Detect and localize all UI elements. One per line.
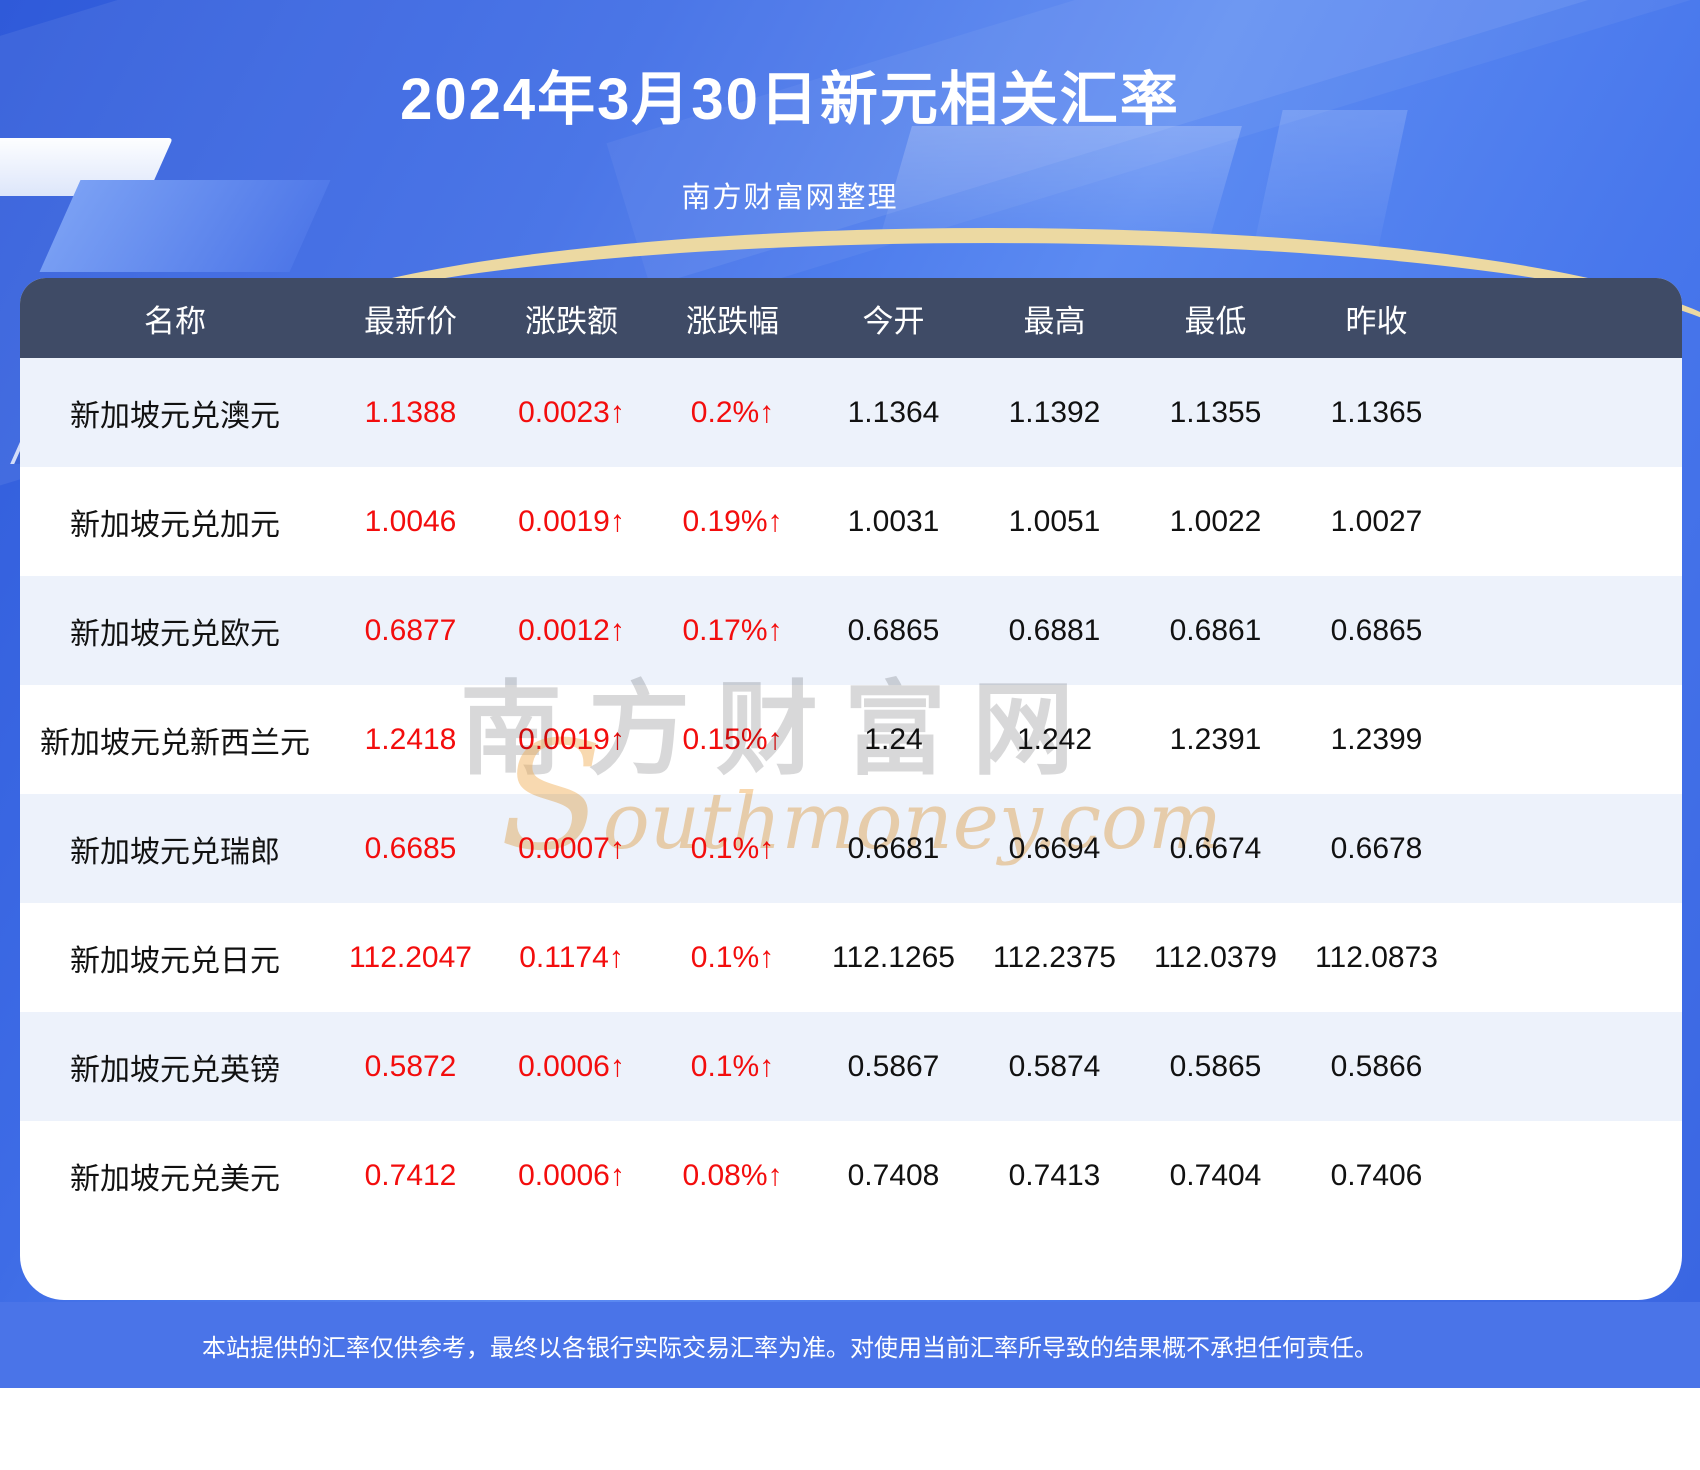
last-price: 0.5872 — [364, 1049, 457, 1083]
table-header-row: 名称 最新价 涨跌额 涨跌幅 今开 最高 最低 昨收 — [20, 278, 1682, 358]
column-header-pct: 涨跌幅 — [686, 303, 779, 339]
column-header-prev: 昨收 — [1345, 303, 1408, 339]
rates-table-card: 名称 最新价 涨跌额 涨跌幅 今开 最高 最低 昨收 新加坡元兑澳元 1.138… — [20, 278, 1682, 1300]
pair-name: 新加坡元兑美元 — [70, 1162, 280, 1196]
column-header-high: 最高 — [1023, 303, 1086, 339]
high-price: 0.5874 — [1008, 1049, 1101, 1083]
prev-close: 0.6865 — [1330, 613, 1423, 647]
prev-close: 0.6678 — [1330, 831, 1423, 865]
page-subtitle: 南方财富网整理 — [681, 182, 899, 214]
low-price: 112.0379 — [1154, 940, 1277, 974]
column-header-low: 最低 — [1184, 303, 1247, 339]
header-section: 2024年3月30日新元相关汇率 南方财富网整理 — [0, 0, 1580, 216]
change-percent: 0.08%↑ — [682, 1158, 783, 1192]
last-price: 0.7412 — [364, 1158, 457, 1192]
high-price: 0.7413 — [1008, 1158, 1101, 1192]
pair-name: 新加坡元兑欧元 — [70, 617, 280, 651]
prev-close: 1.2399 — [1330, 722, 1423, 756]
disclaimer-text: 本站提供的汇率仅供参考，最终以各银行实际交易汇率为准。对使用当前汇率所导致的结果… — [202, 1334, 1378, 1362]
change-amount: 0.1174↑ — [519, 940, 624, 974]
table-row: 新加坡元兑日元 112.2047 0.1174↑ 0.1%↑ 112.1265 … — [20, 903, 1682, 1012]
change-amount: 0.0006↑ — [518, 1049, 625, 1083]
high-price: 1.242 — [1016, 722, 1093, 756]
prev-close: 112.0873 — [1315, 940, 1438, 974]
prev-close: 0.7406 — [1330, 1158, 1423, 1192]
change-amount: 0.0023↑ — [518, 395, 625, 429]
last-price: 1.0046 — [364, 504, 457, 538]
table-row: 新加坡元兑澳元 1.1388 0.0023↑ 0.2%↑ 1.1364 1.13… — [20, 358, 1682, 467]
change-percent: 0.1%↑ — [690, 940, 775, 974]
open-price: 1.24 — [864, 722, 923, 756]
high-price: 112.2375 — [993, 940, 1116, 974]
last-price: 0.6685 — [364, 831, 457, 865]
pair-name: 新加坡元兑加元 — [70, 508, 280, 542]
table-row: 新加坡元兑欧元 0.6877 0.0012↑ 0.17%↑ 0.6865 0.6… — [20, 576, 1682, 685]
column-header-name: 名称 — [144, 303, 206, 339]
prev-close: 0.5866 — [1330, 1049, 1423, 1083]
low-price: 1.0022 — [1169, 504, 1262, 538]
last-price: 1.2418 — [364, 722, 457, 756]
table-row: 新加坡元兑新西兰元 1.2418 0.0019↑ 0.15%↑ 1.24 1.2… — [20, 685, 1682, 794]
low-price: 1.1355 — [1169, 395, 1262, 429]
change-percent: 0.19%↑ — [682, 504, 783, 538]
change-percent: 0.1%↑ — [690, 1049, 775, 1083]
low-price: 0.6674 — [1169, 831, 1262, 865]
change-amount: 0.0012↑ — [518, 613, 625, 647]
open-price: 0.6681 — [847, 831, 940, 865]
pair-name: 新加坡元兑新西兰元 — [40, 726, 310, 760]
last-price: 112.2047 — [349, 940, 472, 974]
table-row: 新加坡元兑瑞郎 0.6685 0.0007↑ 0.1%↑ 0.6681 0.66… — [20, 794, 1682, 903]
last-price: 1.1388 — [364, 395, 457, 429]
pair-name: 新加坡元兑日元 — [70, 944, 280, 978]
change-amount: 0.0019↑ — [518, 504, 625, 538]
change-percent: 0.1%↑ — [690, 831, 775, 865]
table-row: 新加坡元兑加元 1.0046 0.0019↑ 0.19%↑ 1.0031 1.0… — [20, 467, 1682, 576]
table-row: 新加坡元兑美元 0.7412 0.0006↑ 0.08%↑ 0.7408 0.7… — [20, 1121, 1682, 1230]
open-price: 0.5867 — [847, 1049, 940, 1083]
low-price: 1.2391 — [1169, 722, 1262, 756]
low-price: 0.7404 — [1169, 1158, 1262, 1192]
open-price: 1.1364 — [847, 395, 940, 429]
prev-close: 1.0027 — [1330, 504, 1423, 538]
open-price: 0.7408 — [847, 1158, 940, 1192]
page-title: 2024年3月30日新元相关汇率 — [400, 67, 1180, 132]
high-price: 0.6694 — [1008, 831, 1101, 865]
pair-name: 新加坡元兑瑞郎 — [70, 835, 280, 869]
change-percent: 0.17%↑ — [682, 613, 783, 647]
column-header-open: 今开 — [862, 303, 925, 339]
prev-close: 1.1365 — [1330, 395, 1423, 429]
low-price: 0.5865 — [1169, 1049, 1262, 1083]
pair-name: 新加坡元兑澳元 — [70, 399, 280, 433]
change-amount: 0.0019↑ — [518, 722, 625, 756]
open-price: 1.0031 — [847, 504, 940, 538]
open-price: 0.6865 — [847, 613, 940, 647]
disclaimer-bar: 本站提供的汇率仅供参考，最终以各银行实际交易汇率为准。对使用当前汇率所导致的结果… — [0, 1302, 1700, 1388]
pair-name: 新加坡元兑英镑 — [70, 1053, 280, 1087]
column-header-last: 最新价 — [364, 303, 457, 339]
high-price: 1.1392 — [1008, 395, 1101, 429]
change-amount: 0.0007↑ — [518, 831, 625, 865]
low-price: 0.6861 — [1169, 613, 1262, 647]
change-percent: 0.2%↑ — [690, 395, 775, 429]
column-header-change: 涨跌额 — [525, 303, 618, 339]
high-price: 1.0051 — [1008, 504, 1101, 538]
table-row: 新加坡元兑英镑 0.5872 0.0006↑ 0.1%↑ 0.5867 0.58… — [20, 1012, 1682, 1121]
last-price: 0.6877 — [364, 613, 457, 647]
high-price: 0.6881 — [1008, 613, 1101, 647]
change-amount: 0.0006↑ — [518, 1158, 625, 1192]
change-percent: 0.15%↑ — [682, 722, 783, 756]
open-price: 112.1265 — [832, 940, 955, 974]
